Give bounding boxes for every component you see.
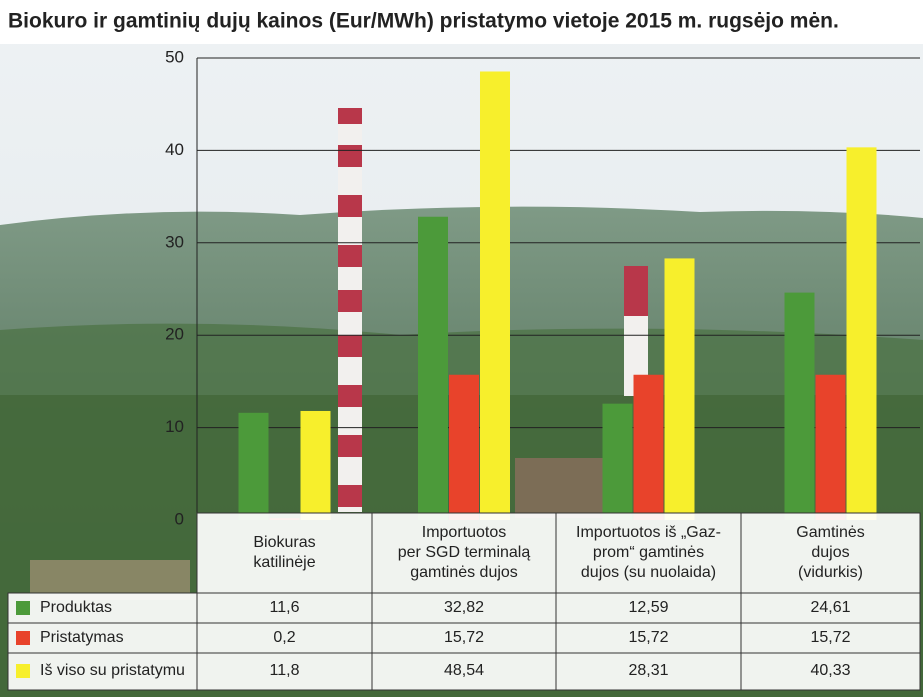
- y-tick-label: 10: [165, 417, 184, 436]
- legend-swatch: [16, 664, 30, 678]
- legend-label: Iš viso su pristatymu: [40, 662, 185, 679]
- value-label: 48,54: [444, 662, 484, 679]
- category-label: Biokuras katilinėje: [253, 534, 315, 571]
- category-label: Importuotos iš „Gaz-prom“ gamtinės dujos …: [576, 524, 721, 581]
- value-label: 28,31: [628, 662, 668, 679]
- legend-label: Pristatymas: [40, 629, 124, 646]
- value-label: 40,33: [810, 662, 850, 679]
- bar: [418, 216, 448, 520]
- value-label: 15,72: [628, 629, 668, 646]
- bar: [238, 412, 269, 520]
- y-tick-label: 20: [165, 325, 184, 344]
- bar: [300, 410, 331, 520]
- bar: [480, 71, 510, 520]
- value-label: 24,61: [810, 599, 850, 616]
- bar: [664, 258, 695, 520]
- category-label: Gamtinės dujos (vidurkis): [796, 524, 864, 581]
- chart-title: Biokuro ir gamtinių dujų kainos (Eur/MWh…: [8, 10, 839, 33]
- legend-swatch: [16, 601, 30, 615]
- value-label: 12,59: [628, 599, 668, 616]
- bar: [846, 147, 877, 520]
- chimney: [338, 108, 648, 512]
- data-table: [7, 512, 921, 691]
- y-tick-label: 0: [175, 509, 184, 528]
- bar: [815, 374, 846, 520]
- value-label: 15,72: [444, 629, 484, 646]
- value-label: 11,6: [270, 599, 300, 616]
- category-label: Importuotos per SGD terminalą gamtinės duj…: [398, 524, 531, 581]
- legend-label: Produktas: [40, 599, 112, 616]
- bar: [449, 374, 479, 520]
- bar: [784, 292, 815, 520]
- y-tick-label: 30: [165, 232, 184, 251]
- value-label: 0,2: [273, 629, 295, 646]
- legend-swatch: [16, 631, 30, 645]
- value-label: 15,72: [810, 629, 850, 646]
- y-tick-label: 50: [165, 47, 184, 66]
- value-label: 32,82: [444, 599, 484, 616]
- bar: [602, 403, 633, 520]
- bar: [633, 374, 664, 520]
- y-tick-label: 40: [165, 140, 184, 159]
- value-label: 11,8: [270, 662, 300, 679]
